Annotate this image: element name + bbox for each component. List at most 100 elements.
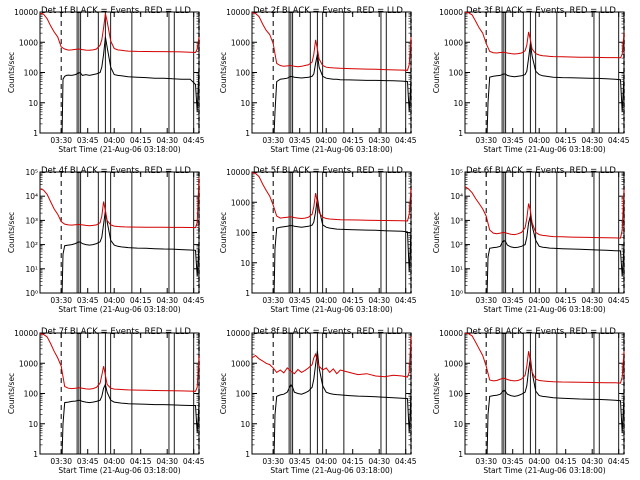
x-tick-label: 04:15 bbox=[130, 136, 152, 145]
y-tick-label: 10² bbox=[25, 241, 38, 250]
x-tick-label: 04:45 bbox=[183, 457, 205, 466]
x-tick-label: 03:30 bbox=[50, 136, 72, 145]
x-tick-label: 04:30 bbox=[368, 296, 390, 305]
x-axis-label: Start Time (21-Aug-06 03:18:00) bbox=[483, 305, 605, 314]
y-tick-label: 10⁴ bbox=[25, 192, 38, 201]
events-series-line bbox=[61, 210, 200, 294]
plot-frame bbox=[464, 332, 625, 455]
detector-panel-4: Det 4f BLACK = Events, RED = LLD 10⁰ 10¹ 10… bbox=[7, 166, 205, 314]
x-axis-label: Start Time (21-Aug-06 03:18:00) bbox=[58, 305, 180, 314]
x-tick-label: 03:45 bbox=[502, 136, 524, 145]
y-tick-label: 10 bbox=[28, 420, 38, 429]
events-series-line bbox=[273, 54, 412, 134]
x-tick-label: 04:00 bbox=[528, 457, 550, 466]
y-axis-label: Counts/sec bbox=[432, 212, 441, 253]
x-tick-label: 04:00 bbox=[315, 296, 337, 305]
y-axis-label: Counts/sec bbox=[219, 52, 228, 93]
lld-series-line bbox=[251, 172, 412, 222]
detector-panel-1: Det 1f BLACK = Events, RED = LLD 1 10 100 10… bbox=[7, 6, 205, 154]
y-tick-label: 10 bbox=[453, 420, 463, 429]
y-axis-label: Counts/sec bbox=[432, 52, 441, 93]
y-tick-label: 1 bbox=[458, 129, 463, 138]
panel-title: Det 7f BLACK = Events, RED = LLD bbox=[41, 327, 191, 337]
x-tick-label: 04:00 bbox=[103, 296, 125, 305]
lld-series-line bbox=[39, 177, 200, 229]
x-tick-label: 04:15 bbox=[342, 296, 364, 305]
events-series-line bbox=[61, 382, 200, 455]
y-tick-label: 1000 bbox=[19, 359, 38, 368]
y-tick-label: 1 bbox=[33, 450, 38, 459]
y-tick-label: 10 bbox=[453, 99, 463, 108]
x-tick-label: 04:15 bbox=[342, 136, 364, 145]
y-tick-label: 10⁵ bbox=[25, 168, 38, 177]
x-tick-label: 03:45 bbox=[289, 136, 311, 145]
plot-frame bbox=[464, 11, 625, 134]
lld-series-line bbox=[39, 12, 200, 54]
y-tick-label: 100 bbox=[449, 69, 464, 78]
y-tick-label: 10 bbox=[28, 99, 38, 108]
panel-title: Det 6f BLACK = Events, RED = LLD bbox=[466, 166, 616, 176]
x-tick-label: 03:45 bbox=[289, 296, 311, 305]
x-tick-label: 04:15 bbox=[130, 296, 152, 305]
y-tick-label: 1000 bbox=[231, 198, 250, 207]
events-series-line bbox=[61, 36, 200, 134]
x-tick-label: 03:30 bbox=[475, 296, 497, 305]
x-tick-label: 04:45 bbox=[395, 136, 417, 145]
detector-panel-6: Det 6f BLACK = Events, RED = LLD 10⁰ 10¹ 10… bbox=[432, 166, 630, 314]
detector-panel-7: Det 7f BLACK = Events, RED = LLD 1 10 100 10… bbox=[7, 327, 205, 475]
events-series-line bbox=[486, 215, 625, 294]
panel-title: Det 4f BLACK = Events, RED = LLD bbox=[41, 166, 191, 176]
x-tick-label: 03:30 bbox=[475, 457, 497, 466]
y-tick-label: 10000 bbox=[14, 329, 38, 338]
y-tick-label: 10000 bbox=[226, 329, 250, 338]
x-tick-label: 04:45 bbox=[183, 136, 205, 145]
y-tick-label: 10³ bbox=[450, 216, 463, 225]
x-tick-label: 03:45 bbox=[77, 136, 99, 145]
y-tick-label: 10000 bbox=[226, 168, 250, 177]
x-axis-label: Start Time (21-Aug-06 03:18:00) bbox=[483, 466, 605, 475]
events-series-line bbox=[273, 197, 412, 294]
y-tick-label: 1000 bbox=[444, 359, 463, 368]
x-tick-label: 03:30 bbox=[50, 457, 72, 466]
y-tick-label: 1 bbox=[245, 129, 250, 138]
events-series-line bbox=[273, 351, 412, 455]
y-tick-label: 100 bbox=[236, 390, 251, 399]
panel-title: Det 1f BLACK = Events, RED = LLD bbox=[41, 6, 191, 16]
x-tick-label: 04:30 bbox=[581, 136, 603, 145]
x-tick-label: 03:45 bbox=[289, 457, 311, 466]
panel-title: Det 3f BLACK = Events, RED = LLD bbox=[466, 6, 616, 16]
x-tick-label: 04:45 bbox=[395, 457, 417, 466]
x-tick-label: 04:15 bbox=[342, 457, 364, 466]
events-series-line bbox=[486, 357, 625, 455]
y-tick-label: 10¹ bbox=[450, 265, 463, 274]
y-tick-label: 1000 bbox=[231, 38, 250, 47]
lld-series-line bbox=[39, 333, 200, 392]
plot-frame bbox=[251, 11, 412, 134]
y-tick-label: 10000 bbox=[14, 8, 38, 17]
y-tick-label: 10⁰ bbox=[450, 289, 463, 298]
x-tick-label: 04:15 bbox=[555, 457, 577, 466]
y-tick-label: 1 bbox=[245, 450, 250, 459]
x-axis-label: Start Time (21-Aug-06 03:18:00) bbox=[483, 145, 605, 154]
y-tick-label: 10000 bbox=[439, 8, 463, 17]
lld-series-line bbox=[464, 186, 625, 239]
x-tick-label: 03:45 bbox=[502, 457, 524, 466]
plot-frame bbox=[39, 332, 200, 455]
y-tick-label: 10¹ bbox=[25, 265, 38, 274]
x-tick-label: 03:30 bbox=[262, 136, 284, 145]
x-tick-label: 04:30 bbox=[581, 457, 603, 466]
x-tick-label: 03:30 bbox=[262, 296, 284, 305]
x-axis-label: Start Time (21-Aug-06 03:18:00) bbox=[58, 466, 180, 475]
lld-series-line bbox=[251, 12, 412, 71]
x-tick-label: 04:30 bbox=[156, 457, 178, 466]
x-tick-label: 04:15 bbox=[130, 457, 152, 466]
x-tick-label: 04:45 bbox=[395, 296, 417, 305]
x-tick-label: 04:00 bbox=[315, 136, 337, 145]
y-tick-label: 10 bbox=[240, 259, 250, 268]
detector-panel-3: Det 3f BLACK = Events, RED = LLD 1 10 100 10… bbox=[432, 6, 630, 154]
x-tick-label: 04:45 bbox=[183, 296, 205, 305]
panel-title: Det 5f BLACK = Events, RED = LLD bbox=[253, 166, 403, 176]
lld-series-line bbox=[464, 332, 625, 384]
x-tick-label: 04:30 bbox=[581, 296, 603, 305]
